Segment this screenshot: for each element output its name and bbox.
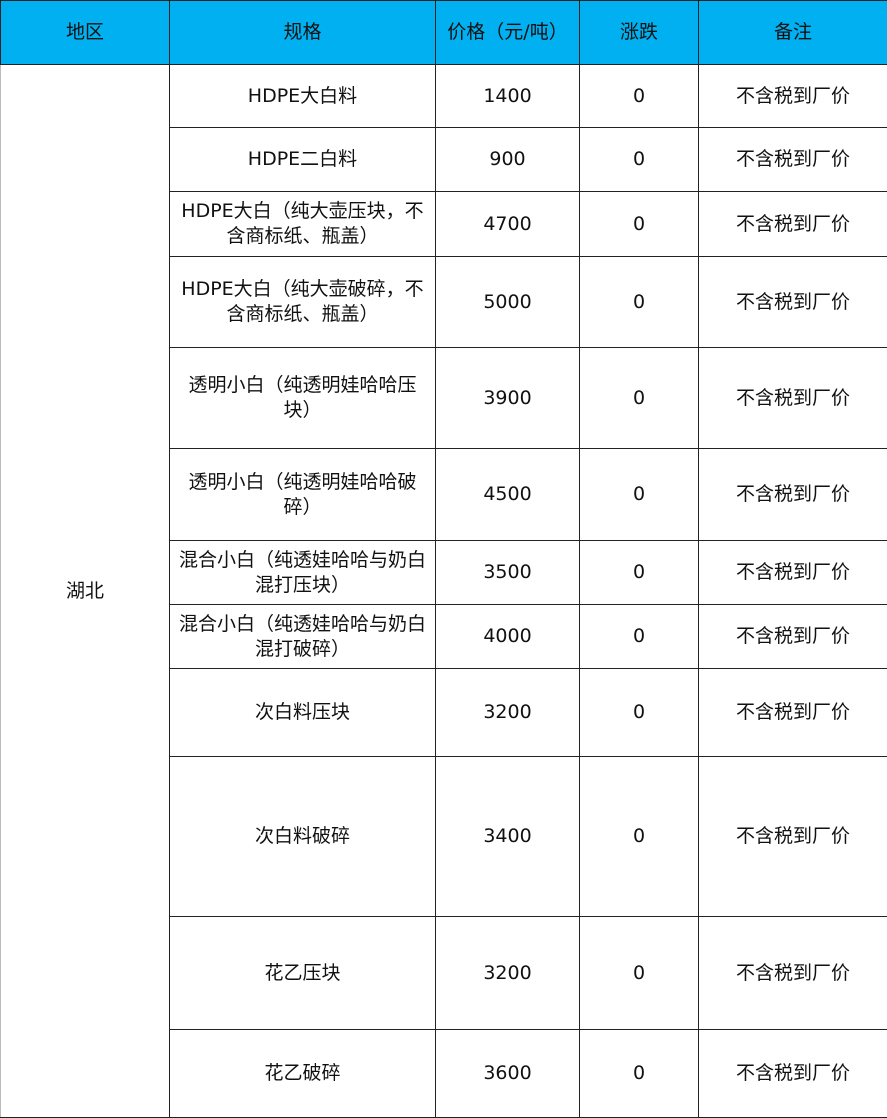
price-cell: 3200 — [435, 916, 580, 1030]
change-cell: 0 — [579, 604, 699, 669]
spec-cell: 混合小白（纯透娃哈哈与奶白混打压块） — [169, 540, 436, 605]
change-cell: 0 — [579, 540, 699, 605]
spec-cell: 混合小白（纯透娃哈哈与奶白混打破碎） — [169, 604, 436, 669]
header-note: 备注 — [698, 0, 887, 65]
spec-cell: 花乙破碎 — [169, 1029, 436, 1118]
header-region: 地区 — [0, 0, 170, 65]
price-cell: 1400 — [435, 64, 580, 128]
header-spec: 规格 — [169, 0, 436, 65]
note-cell: 不含税到厂价 — [698, 347, 887, 449]
price-cell: 3500 — [435, 540, 580, 605]
change-cell: 0 — [579, 1029, 699, 1118]
table-row: HDPE二白料 900 0 不含税到厂价 — [1, 127, 887, 192]
note-cell: 不含税到厂价 — [698, 1029, 887, 1118]
table-row: 次白料压块 3200 0 不含税到厂价 — [1, 668, 887, 757]
price-cell: 900 — [435, 127, 580, 192]
price-cell: 3400 — [435, 756, 580, 917]
change-cell: 0 — [579, 668, 699, 757]
change-cell: 0 — [579, 916, 699, 1030]
table-row: 花乙压块 3200 0 不含税到厂价 — [1, 916, 887, 1030]
note-cell: 不含税到厂价 — [698, 127, 887, 192]
change-cell: 0 — [579, 448, 699, 541]
header-price: 价格（元/吨） — [435, 0, 580, 65]
spec-cell: HDPE大白（纯大壶破碎，不含商标纸、瓶盖） — [169, 256, 436, 348]
price-cell: 5000 — [435, 256, 580, 348]
note-cell: 不含税到厂价 — [698, 756, 887, 917]
note-cell: 不含税到厂价 — [698, 540, 887, 605]
table-row: HDPE大白（纯大壶破碎，不含商标纸、瓶盖） 5000 0 不含税到厂价 — [1, 256, 887, 348]
note-cell: 不含税到厂价 — [698, 191, 887, 257]
spec-cell: 花乙压块 — [169, 916, 436, 1030]
price-cell: 3900 — [435, 347, 580, 449]
header-change: 涨跌 — [579, 0, 699, 65]
spec-cell: 次白料压块 — [169, 668, 436, 757]
spec-cell: 透明小白（纯透明娃哈哈压块） — [169, 347, 436, 449]
change-cell: 0 — [579, 191, 699, 257]
price-cell: 3600 — [435, 1029, 580, 1118]
table-row: 透明小白（纯透明娃哈哈破碎） 4500 0 不含税到厂价 — [1, 448, 887, 541]
change-cell: 0 — [579, 127, 699, 192]
price-cell: 4000 — [435, 604, 580, 669]
region-cell: 湖北 — [0, 64, 170, 1118]
table-row: 花乙破碎 3600 0 不含税到厂价 — [1, 1029, 887, 1118]
price-cell: 3200 — [435, 668, 580, 757]
table-row: HDPE大白（纯大壶压块，不含商标纸、瓶盖） 4700 0 不含税到厂价 — [1, 191, 887, 257]
price-cell: 4700 — [435, 191, 580, 257]
note-cell: 不含税到厂价 — [698, 256, 887, 348]
table-row: 混合小白（纯透娃哈哈与奶白混打压块） 3500 0 不含税到厂价 — [1, 540, 887, 605]
note-cell: 不含税到厂价 — [698, 916, 887, 1030]
table-row: 透明小白（纯透明娃哈哈压块） 3900 0 不含税到厂价 — [1, 347, 887, 449]
change-cell: 0 — [579, 756, 699, 917]
price-cell: 4500 — [435, 448, 580, 541]
change-cell: 0 — [579, 256, 699, 348]
spec-cell: HDPE大白料 — [169, 64, 436, 128]
table-row: 湖北 HDPE大白料 1400 0 不含税到厂价 — [0, 64, 887, 1118]
note-cell: 不含税到厂价 — [698, 448, 887, 541]
note-cell: 不含税到厂价 — [698, 604, 887, 669]
table-row: 混合小白（纯透娃哈哈与奶白混打破碎） 4000 0 不含税到厂价 — [1, 604, 887, 669]
note-cell: 不含税到厂价 — [698, 668, 887, 757]
spec-cell: HDPE大白（纯大壶压块，不含商标纸、瓶盖） — [169, 191, 436, 257]
change-cell: 0 — [579, 347, 699, 449]
note-cell: 不含税到厂价 — [698, 64, 887, 128]
header-row: 地区 规格 价格（元/吨） 涨跌 备注 — [0, 0, 887, 65]
spec-cell: 次白料破碎 — [169, 756, 436, 917]
spec-cell: HDPE二白料 — [169, 127, 436, 192]
table-row: 次白料破碎 3400 0 不含税到厂价 — [1, 756, 887, 917]
spec-cell: 透明小白（纯透明娃哈哈破碎） — [169, 448, 436, 541]
change-cell: 0 — [579, 64, 699, 128]
